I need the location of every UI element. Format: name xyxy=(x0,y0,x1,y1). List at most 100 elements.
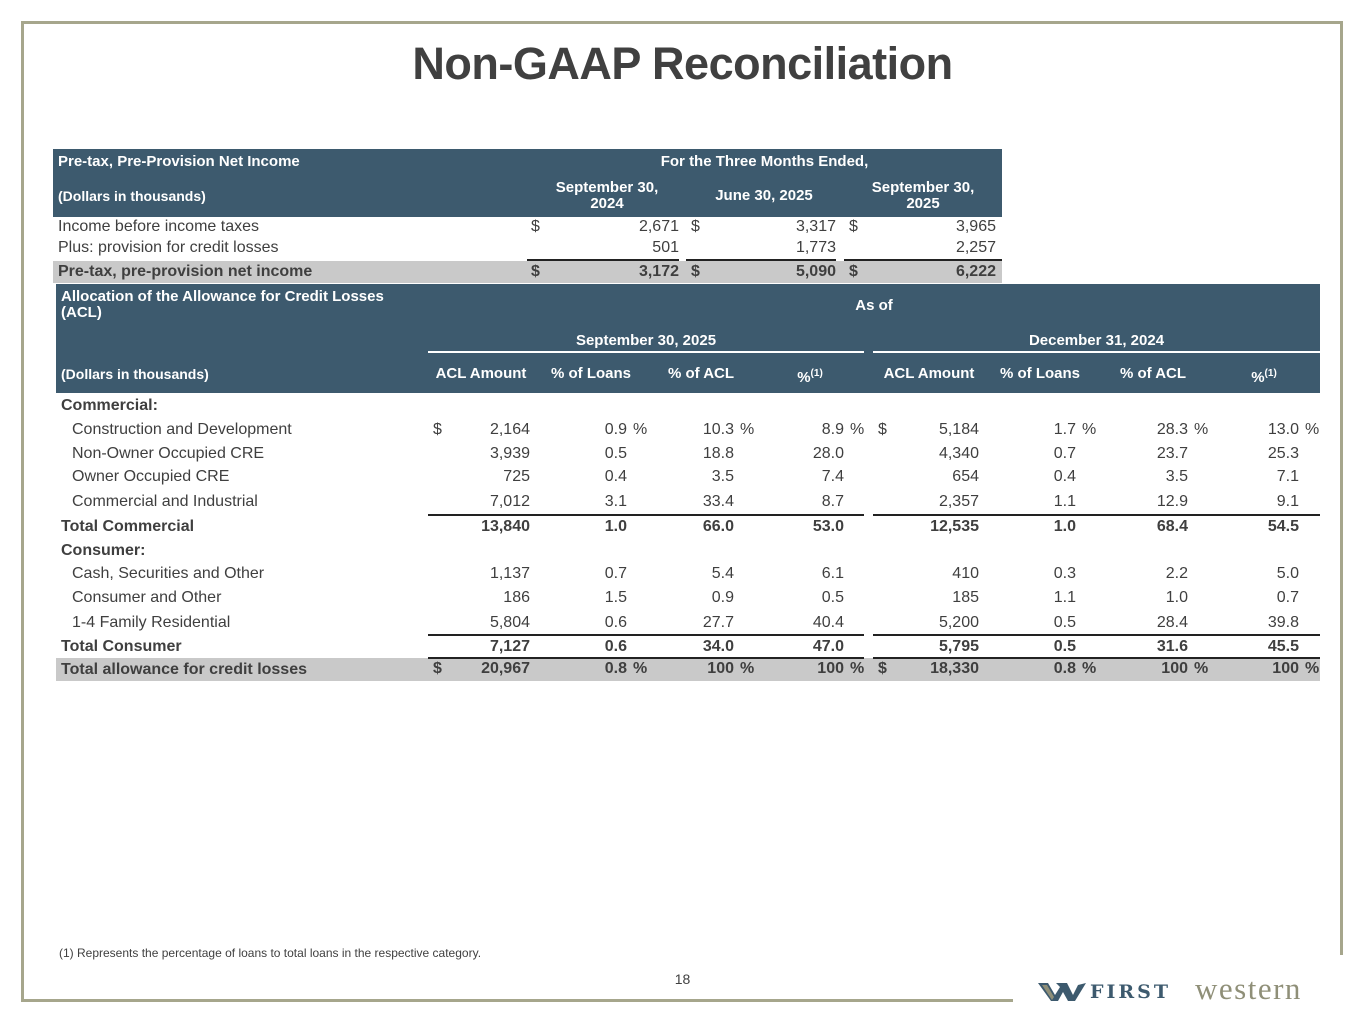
acl-value: 0.6 xyxy=(604,614,627,631)
acl-value: 0.9 xyxy=(711,589,734,606)
ppni-total-value: 3,172 xyxy=(638,263,679,280)
acl-value: 100 xyxy=(1161,660,1188,677)
acl-value: 9.1 xyxy=(1276,493,1299,510)
logo-western-text: western xyxy=(1195,971,1302,1006)
acl-total-label: Total Consumer xyxy=(61,638,182,655)
ppni-total-rule xyxy=(686,259,836,261)
dollar-sign: $ xyxy=(878,421,887,438)
acl-value: 40.4 xyxy=(812,614,844,631)
acl-value: 1.1 xyxy=(1053,493,1076,510)
acl-grand-total-rule xyxy=(873,657,1320,659)
acl-value: 12.9 xyxy=(1156,493,1188,510)
acl-value: 2,164 xyxy=(489,421,530,438)
percent-sign: % xyxy=(633,660,648,677)
dollar-sign: $ xyxy=(433,421,442,438)
acl-value: 5,184 xyxy=(938,421,979,438)
acl-value: 0.8 xyxy=(604,660,627,677)
acl-value: 3.1 xyxy=(604,493,627,510)
acl-value: 13.0 xyxy=(1267,421,1299,438)
acl-row-label: Consumer and Other xyxy=(72,589,222,606)
dollar-sign: $ xyxy=(531,263,540,280)
ppni-units: (Dollars in thousands) xyxy=(58,188,206,204)
acl-value: 7.1 xyxy=(1276,468,1299,485)
dollar-sign: $ xyxy=(691,263,700,280)
dollar-sign: $ xyxy=(433,660,442,677)
acl-value: 34.0 xyxy=(702,638,734,655)
acl-value: 66.0 xyxy=(702,518,734,535)
dollar-sign: $ xyxy=(849,263,858,280)
acl-value: 0.5 xyxy=(1053,638,1076,655)
acl-value: 13,840 xyxy=(481,518,530,535)
acl-value: 7,127 xyxy=(489,638,530,655)
acl-value: 0.9 xyxy=(604,421,627,438)
acl-value: 7,012 xyxy=(489,493,530,510)
acl-value: 725 xyxy=(503,468,530,485)
percent-sign: % xyxy=(740,421,755,438)
acl-value: 1.0 xyxy=(1165,589,1188,606)
acl-value: 5,804 xyxy=(489,614,530,631)
acl-value: 0.5 xyxy=(821,589,844,606)
frame-right-border xyxy=(1340,21,1343,955)
acl-units: (Dollars in thousands) xyxy=(61,366,209,382)
acl-value: 3.5 xyxy=(1165,468,1188,485)
acl-column-header: %(1) xyxy=(797,368,823,386)
acl-row-label: Owner Occupied CRE xyxy=(72,468,230,485)
acl-value: 27.7 xyxy=(702,614,734,631)
footnote: (1) Represents the percentage of loans t… xyxy=(59,946,482,960)
ppni-value: 3,317 xyxy=(795,218,836,235)
acl-value: 53.0 xyxy=(812,518,844,535)
acl-value: 1.1 xyxy=(1053,589,1076,606)
acl-value: 68.4 xyxy=(1156,518,1188,535)
ppni-row-label: Income before income taxes xyxy=(58,218,259,235)
acl-value: 28.4 xyxy=(1156,614,1188,631)
acl-value: 100 xyxy=(707,660,734,677)
percent-sign: % xyxy=(1194,421,1209,438)
acl-value: 28.3 xyxy=(1156,421,1188,438)
page-number: 18 xyxy=(674,971,691,987)
acl-subtotal-rule xyxy=(428,634,864,636)
acl-value: 23.7 xyxy=(1156,445,1188,462)
acl-total-label: Total Commercial xyxy=(61,518,195,535)
ppni-period-header: For the Three Months Ended, xyxy=(660,153,869,170)
acl-value: 410 xyxy=(952,565,979,582)
logo-w-icon xyxy=(1038,983,1086,1001)
acl-value: 4,340 xyxy=(938,445,979,462)
acl-value: 18,330 xyxy=(930,660,979,677)
acl-value: 100 xyxy=(1272,660,1299,677)
ppni-total-rule xyxy=(527,259,679,261)
acl-value: 54.5 xyxy=(1267,518,1299,535)
page-title: Non-GAAP Reconciliation xyxy=(412,38,953,89)
acl-grand-total-label: Total allowance for credit losses xyxy=(61,661,307,678)
acl-subtotal-rule xyxy=(873,514,1320,516)
acl-section-heading: Consumer: xyxy=(61,542,146,559)
dollar-sign: $ xyxy=(691,218,700,235)
ppni-column-header: September 30, 2025 xyxy=(871,179,975,212)
acl-column-header: % of Loans xyxy=(999,365,1080,382)
acl-value: 0.4 xyxy=(1053,468,1076,485)
ppni-total-rule xyxy=(844,259,1002,261)
ppni-value: 501 xyxy=(652,239,679,256)
acl-column-header: % of Loans xyxy=(550,365,631,382)
acl-column-header: ACL Amount xyxy=(883,365,975,382)
acl-value: 0.7 xyxy=(1053,445,1076,462)
acl-value: 5,200 xyxy=(938,614,979,631)
acl-value: 45.5 xyxy=(1267,638,1299,655)
ppni-column-header: September 30, 2024 xyxy=(555,179,659,212)
acl-value: 186 xyxy=(503,589,530,606)
acl-value: 6.1 xyxy=(821,565,844,582)
ppni-column-header: June 30, 2025 xyxy=(715,187,813,204)
dollar-sign: $ xyxy=(878,660,887,677)
percent-sign: % xyxy=(1305,660,1320,677)
acl-period-sep: September 30, 2025 xyxy=(575,332,717,349)
percent-sign: % xyxy=(1082,660,1097,677)
acl-value: 18.8 xyxy=(702,445,734,462)
percent-sign: % xyxy=(1082,421,1097,438)
acl-value: 20,967 xyxy=(481,660,530,677)
acl-value: 47.0 xyxy=(812,638,844,655)
acl-subtotal-rule xyxy=(873,634,1320,636)
acl-grand-total-rule xyxy=(428,657,864,659)
acl-value: 28.0 xyxy=(812,445,844,462)
acl-value: 0.7 xyxy=(1276,589,1299,606)
acl-value: 10.3 xyxy=(702,421,734,438)
company-logo: FIRST western xyxy=(1038,971,1343,1007)
